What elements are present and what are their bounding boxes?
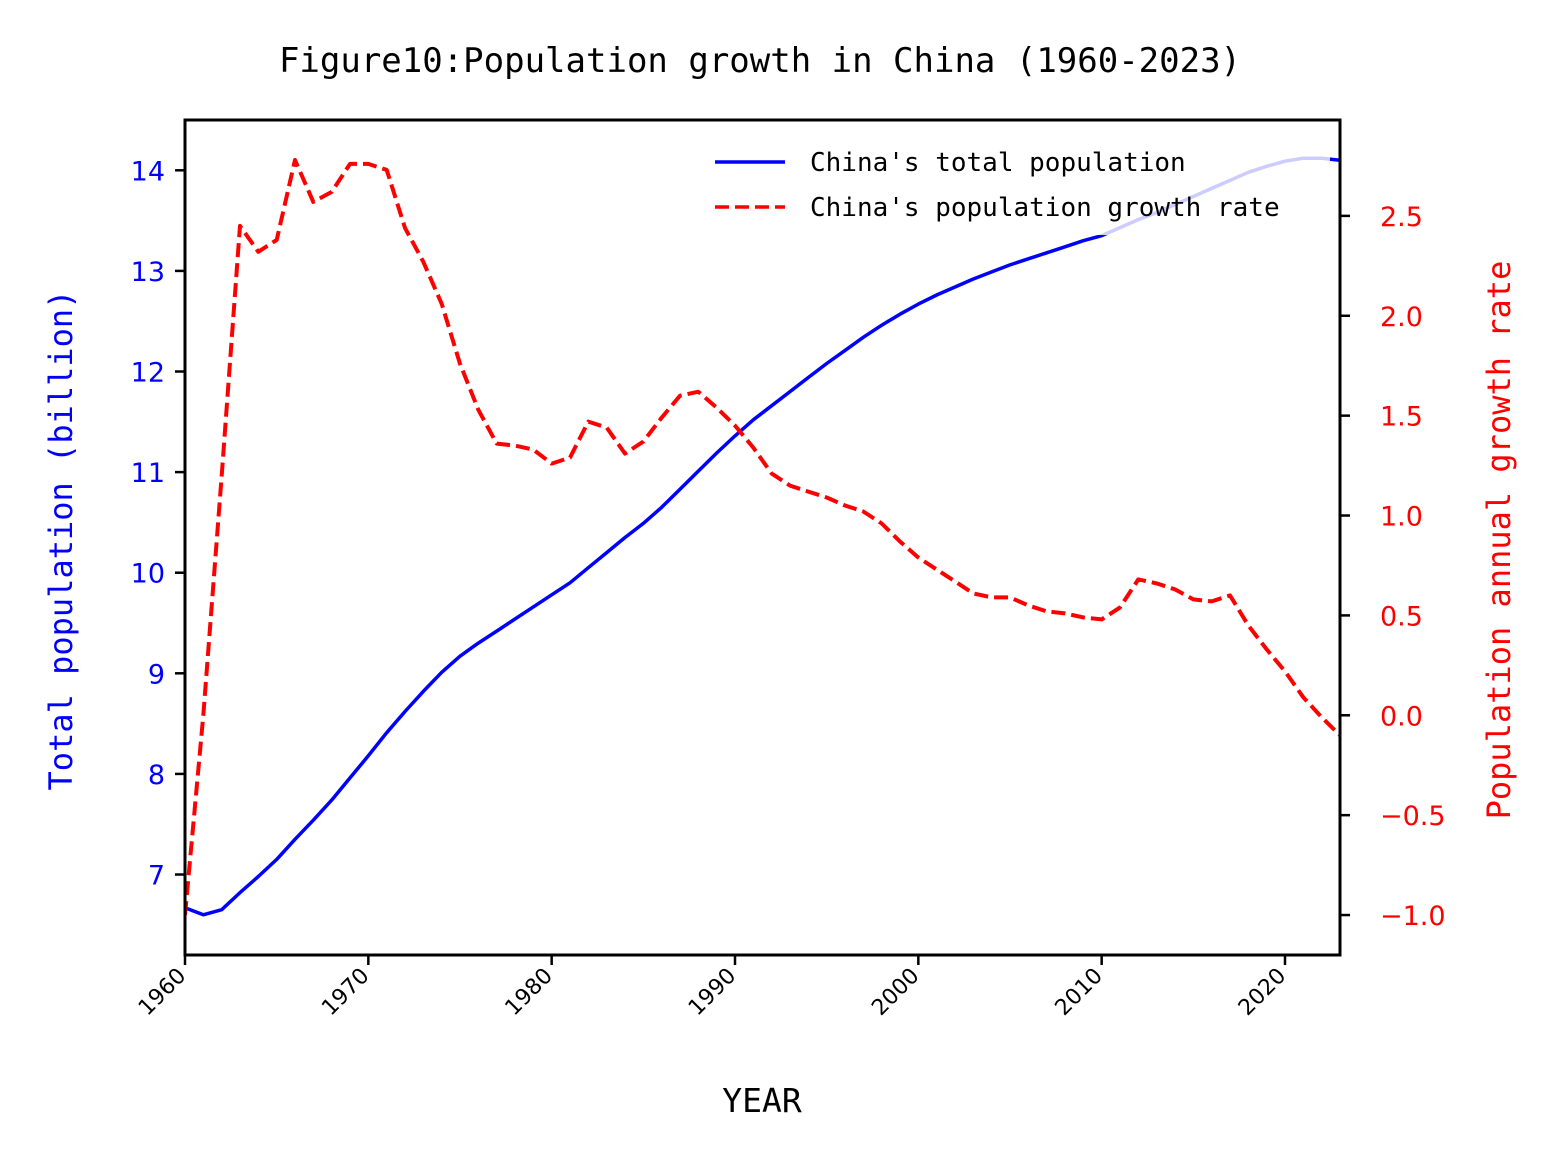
y-left-tick-label: 14: [131, 156, 165, 187]
chart-title: Figure10:Population growth in China (196…: [279, 41, 1241, 81]
x-tick-label: 2010: [1051, 964, 1108, 1021]
y-left-tick-label: 8: [148, 760, 165, 791]
y-right-tick-label: 1.0: [1380, 502, 1423, 533]
y-left-axis-label: Total population (billion): [42, 290, 80, 791]
y-right-tick-label: −0.5: [1380, 801, 1446, 832]
y-right-tick-label: −1.0: [1380, 901, 1446, 932]
y-right-tick-label: 1.5: [1380, 402, 1423, 433]
y-left-tick-label: 12: [131, 358, 165, 389]
y-right-tick-label: 0.5: [1380, 601, 1423, 632]
y-right-tick-label: 2.5: [1380, 202, 1423, 233]
x-axis-label: YEAR: [722, 1081, 802, 1120]
plot-frame: [183, 118, 1342, 957]
x-tick-label: 2000: [867, 964, 924, 1021]
x-tick-label: 1960: [134, 964, 191, 1021]
y-right-axis-label: Population annual growth rate: [1480, 261, 1518, 820]
y-right-tick-label: 0.0: [1380, 701, 1423, 732]
y-left-tick-label: 13: [131, 257, 165, 288]
legend-label-0: China's total population: [810, 148, 1186, 178]
y-left-tick-label: 10: [131, 559, 165, 590]
series-group: [185, 156, 1340, 917]
x-tick-label: 1970: [317, 964, 374, 1021]
y-right-tick-label: 2.0: [1380, 302, 1423, 333]
x-tick-label: 1990: [684, 964, 741, 1021]
plot-layer: Figure10:Population growth in China (196…: [42, 41, 1518, 1120]
y-left-tick-label: 11: [131, 458, 165, 489]
x-tick-label: 1980: [501, 964, 558, 1021]
y-left-tick-label: 7: [148, 861, 165, 892]
total-population-line: [185, 156, 1340, 917]
y-left-tick-label: 9: [148, 659, 165, 690]
x-tick-label: 2020: [1234, 964, 1291, 1021]
legend-label-1: China's population growth rate: [810, 193, 1280, 223]
growth-rate-line: [185, 158, 1340, 916]
legend-box: [700, 140, 1330, 235]
legend: China's total population China's populati…: [700, 140, 1330, 235]
